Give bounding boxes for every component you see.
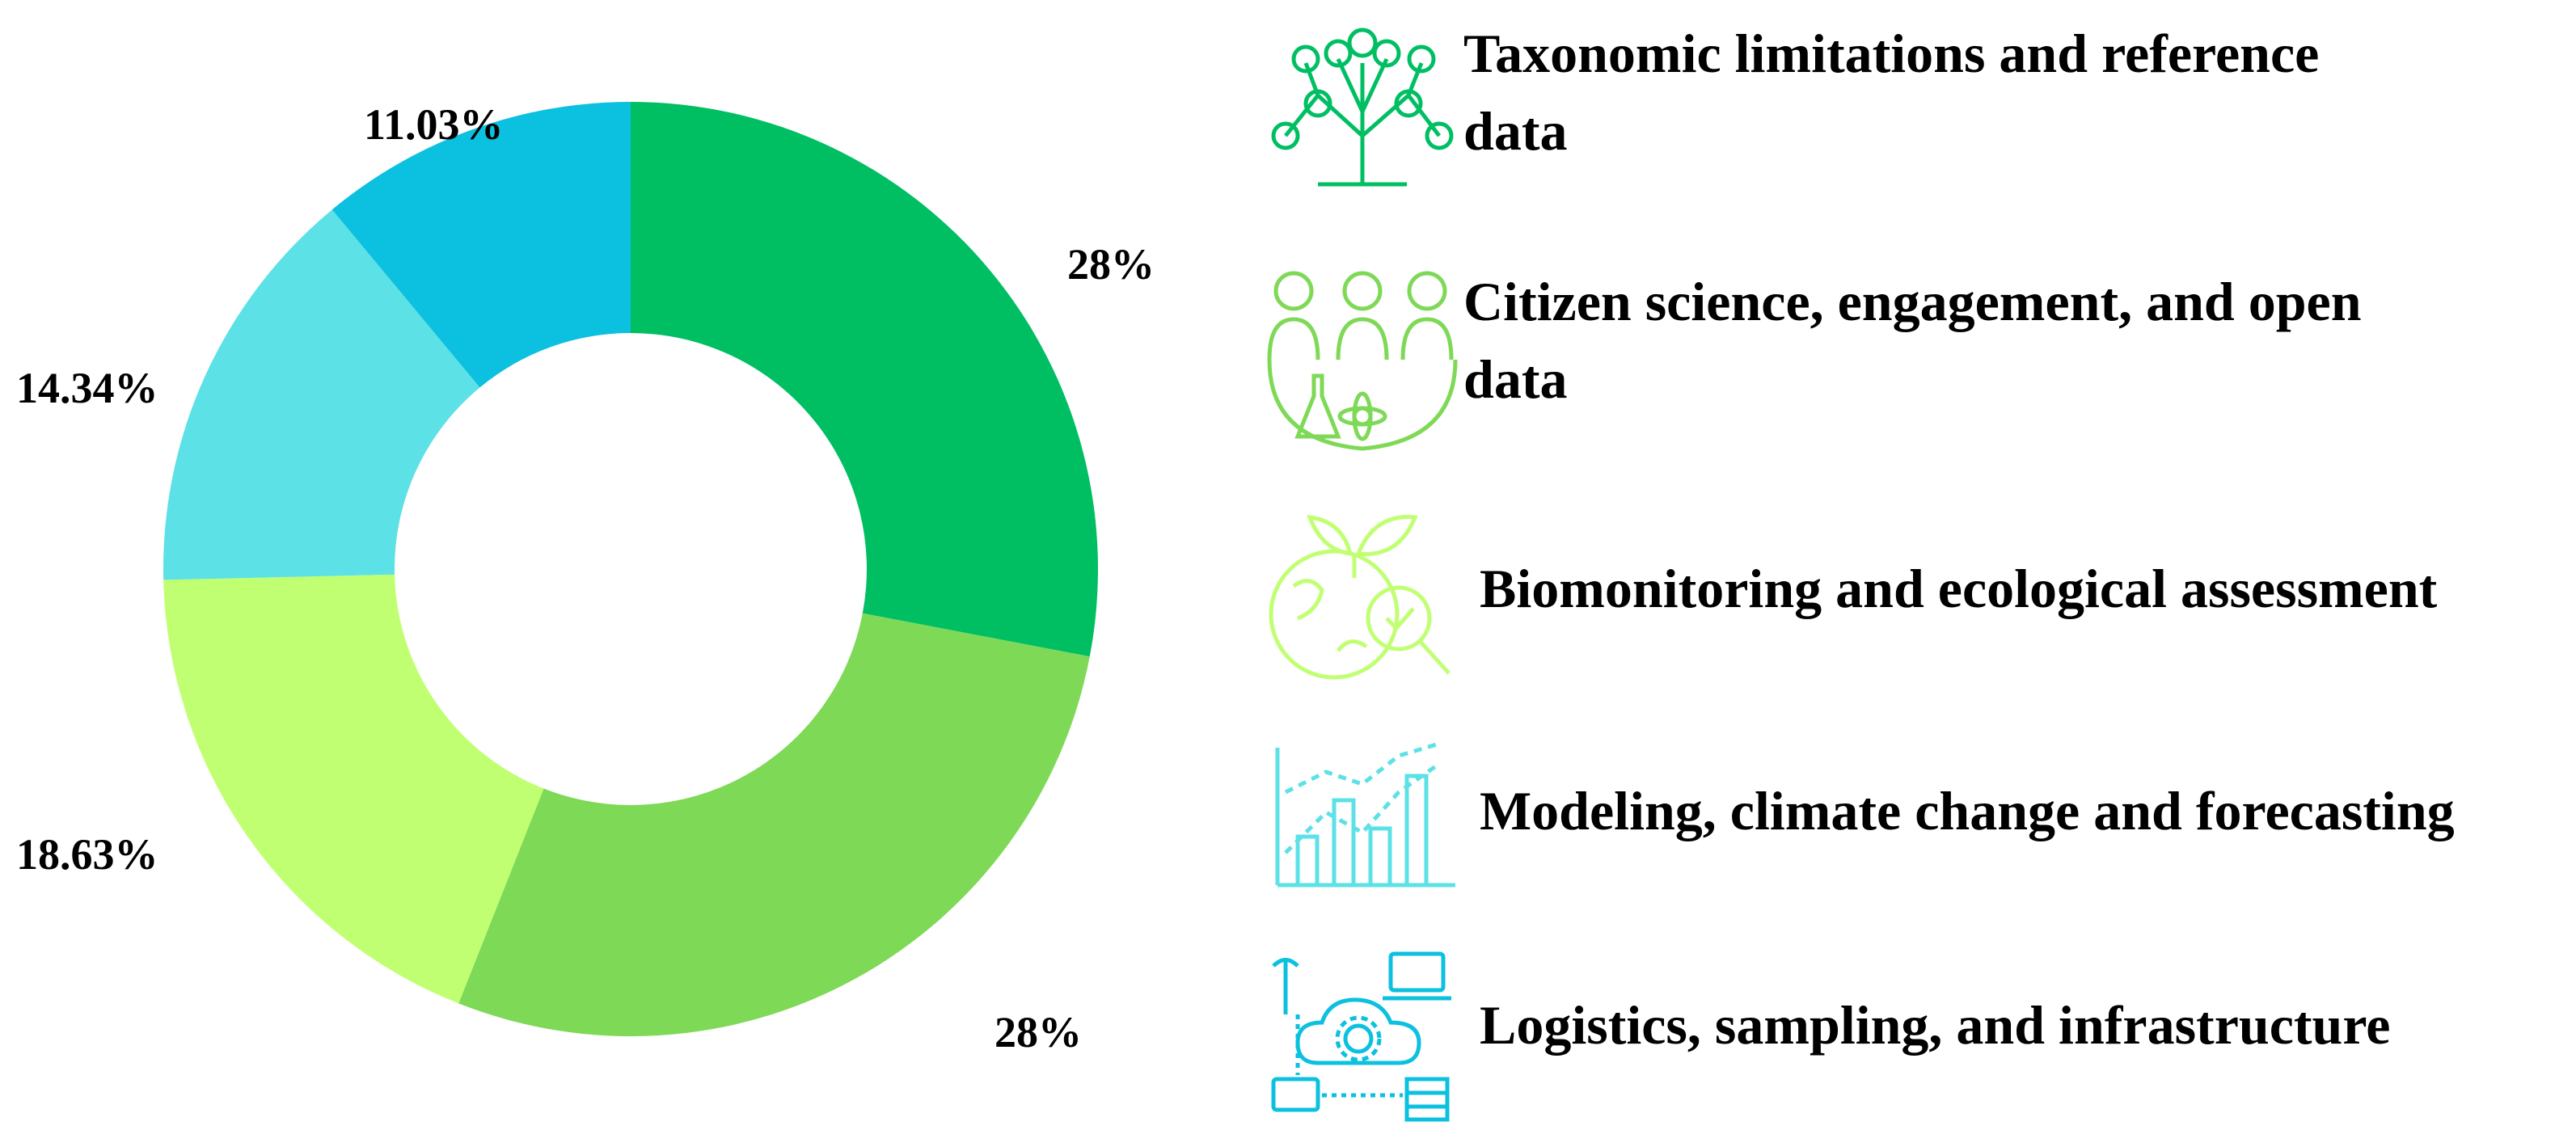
value-label-1: 28% [1067, 240, 1155, 289]
legend-item-citizen-science: Citizen science, engagement, and open da… [1261, 263, 2576, 457]
legend-item-logistics: Logistics, sampling, and infrastructure [1261, 942, 2576, 1136]
value-label-4: 14.34% [16, 364, 158, 412]
globe-magnifier-leaf-icon [1269, 515, 1451, 680]
donut-slice-1 [631, 102, 1098, 657]
legend-label-citizen-science: Citizen science, engagement, and open da… [1463, 271, 2362, 410]
legend-item-biomonitoring: Biomonitoring and ecological assessment [1261, 497, 2576, 691]
bar-line-chart-icon [1275, 741, 1455, 888]
legend-item-taxonomic: Taxonomic limitations and reference data [1261, 15, 2576, 209]
legend-label-biomonitoring: Biomonitoring and ecological assessment [1480, 558, 2438, 619]
legend-label-taxonomic: Taxonomic limitations and reference data [1463, 23, 2320, 162]
value-label-2: 28% [995, 1008, 1082, 1056]
donut-chart: 28% 28% 18.63% 14.34% 11.03% [16, 100, 1155, 1056]
donut-slice-4 [163, 209, 480, 580]
legend-label-modeling: Modeling, climate change and forecasting [1480, 780, 2455, 841]
donut-slice-5 [332, 102, 631, 388]
cloud-network-icon [1271, 951, 1451, 1122]
people-science-icon [1267, 271, 1458, 451]
legend-item-modeling: Modeling, climate change and forecasting [1261, 732, 2576, 926]
value-label-3: 18.63% [16, 830, 158, 879]
donut-slice-2 [458, 613, 1090, 1036]
value-label-5: 11.03% [364, 100, 504, 149]
tree-network-icon [1271, 27, 1454, 187]
legend-label-logistics: Logistics, sampling, and infrastructure [1480, 994, 2391, 1056]
donut-slice-3 [163, 574, 544, 1004]
